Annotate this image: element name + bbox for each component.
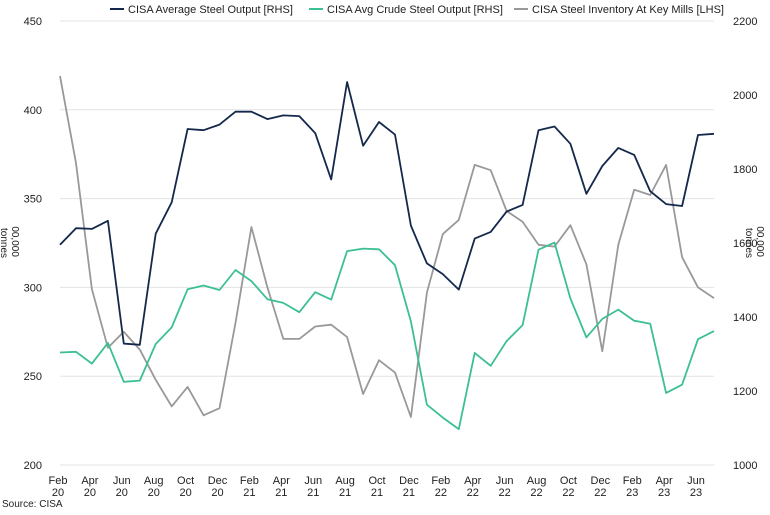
x-tick-label: Apr <box>464 475 481 487</box>
x-tick-label-year: 21 <box>275 487 287 499</box>
series-line <box>59 81 715 346</box>
legend-label: CISA Steel Inventory At Key Mills [LHS] <box>532 4 724 16</box>
x-tick-label-year: 23 <box>658 487 670 499</box>
right-tick-label: 1000 <box>733 460 757 472</box>
x-axis-ticks: Feb20Apr20Jun20Aug20Oct20Dec20Feb21Apr21… <box>49 475 705 499</box>
x-tick-label: Jun <box>687 475 705 487</box>
right-axis-title-line1: 00,000 <box>754 226 765 257</box>
x-tick-label: Aug <box>527 475 547 487</box>
x-tick-label-year: 21 <box>243 487 255 499</box>
left-tick-label: 200 <box>24 460 42 472</box>
x-tick-label-year: 22 <box>530 487 542 499</box>
x-tick-label: Dec <box>208 475 228 487</box>
right-axis-title: 00,000 tonnes <box>743 226 765 259</box>
x-tick-label-year: 22 <box>499 487 511 499</box>
x-tick-label-year: 21 <box>403 487 415 499</box>
right-tick-label: 2200 <box>733 16 757 28</box>
right-tick-label: 1400 <box>733 312 757 324</box>
x-tick-label: Aug <box>144 475 164 487</box>
x-tick-label-year: 21 <box>339 487 351 499</box>
x-tick-label: Aug <box>335 475 355 487</box>
right-tick-label: 1800 <box>733 164 757 176</box>
gridlines <box>60 20 714 466</box>
x-tick-label-year: 23 <box>626 487 638 499</box>
x-tick-label: Dec <box>399 475 419 487</box>
x-tick-label-year: 20 <box>84 487 96 499</box>
left-axis-title-line1: 00,000 <box>9 226 20 257</box>
x-tick-label: Apr <box>273 475 290 487</box>
x-tick-label-year: 20 <box>116 487 128 499</box>
series-lines <box>59 75 715 431</box>
x-tick-label-year: 20 <box>148 487 160 499</box>
x-tick-label: Oct <box>560 475 577 487</box>
source-note: Source: CISA <box>2 499 63 510</box>
x-tick-label-year: 21 <box>371 487 383 499</box>
x-tick-label: Oct <box>368 475 385 487</box>
x-tick-label-year: 23 <box>690 487 702 499</box>
left-axis-title: 00,000 tonnes <box>0 226 20 259</box>
left-tick-label: 250 <box>24 371 42 383</box>
left-axis-ticks: 200 250 300 350 400 450 <box>24 16 42 472</box>
legend-label: CISA Avg Crude Steel Output [RHS] <box>327 4 503 16</box>
right-tick-label: 2000 <box>733 90 757 102</box>
x-tick-label-year: 20 <box>179 487 191 499</box>
x-tick-label-year: 21 <box>307 487 319 499</box>
left-tick-label: 400 <box>24 105 42 117</box>
x-tick-label: Dec <box>591 475 611 487</box>
x-tick-label-year: 22 <box>435 487 447 499</box>
x-tick-label-year: 22 <box>467 487 479 499</box>
x-tick-label: Apr <box>81 475 98 487</box>
x-tick-label: Feb <box>431 475 450 487</box>
right-axis-title-line2: tonnes <box>743 228 754 258</box>
x-tick-label: Jun <box>304 475 322 487</box>
x-tick-label: Feb <box>623 475 642 487</box>
right-axis-ticks: 1000 1200 1400 1600 1800 2000 2200 <box>733 16 757 472</box>
x-tick-label: Feb <box>240 475 259 487</box>
left-tick-label: 350 <box>24 194 42 206</box>
x-tick-label: Feb <box>49 475 68 487</box>
legend: CISA Average Steel Output [RHS] CISA Avg … <box>110 4 724 16</box>
right-tick-label: 1200 <box>733 386 757 398</box>
left-axis-title-line2: tonnes <box>0 228 9 258</box>
x-tick-label-year: 22 <box>594 487 606 499</box>
x-tick-label-year: 22 <box>562 487 574 499</box>
series-line <box>59 75 715 418</box>
series-line <box>59 241 715 431</box>
x-tick-label-year: 20 <box>211 487 223 499</box>
x-tick-label: Jun <box>496 475 514 487</box>
x-tick-label: Jun <box>113 475 131 487</box>
right-tick-label: 1600 <box>733 238 757 250</box>
x-tick-label-year: 20 <box>52 487 64 499</box>
x-tick-label: Apr <box>656 475 673 487</box>
legend-label: CISA Average Steel Output [RHS] <box>128 4 293 16</box>
x-tick-label: Oct <box>177 475 194 487</box>
left-tick-label: 450 <box>24 16 42 28</box>
left-tick-label: 300 <box>24 282 42 294</box>
